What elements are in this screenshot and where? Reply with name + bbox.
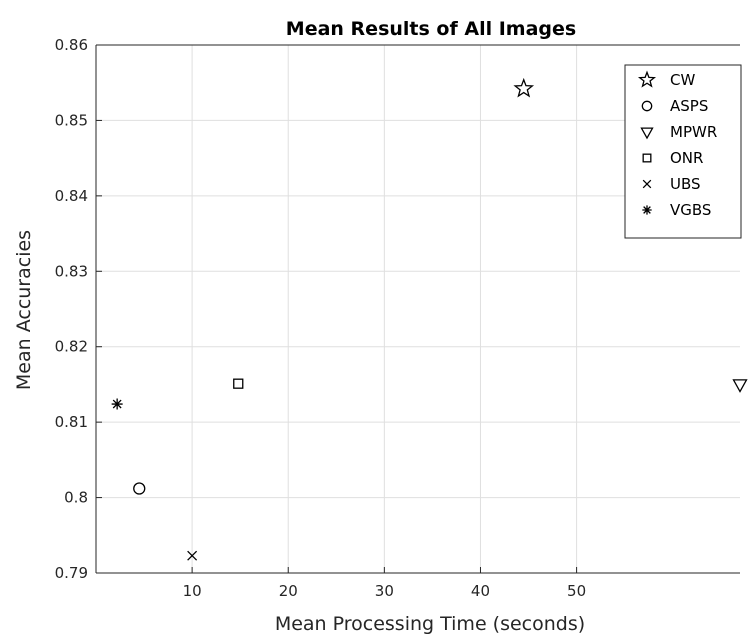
- asterisk-marker: [642, 205, 652, 215]
- legend-label-ubs: UBS: [670, 175, 701, 193]
- legend-symbol-mpwr: [640, 127, 654, 140]
- triangle-down-marker: [732, 379, 748, 393]
- y-axis-label: Mean Accuracies: [13, 230, 35, 390]
- y-tick-label: 0.84: [55, 187, 88, 205]
- x-marker: [642, 179, 652, 189]
- data-point-onr: [233, 378, 244, 389]
- x-tick-label: 20: [279, 582, 298, 600]
- circle-marker: [641, 100, 653, 112]
- triangle-down-marker: [640, 127, 654, 140]
- y-tick-label: 0.81: [55, 413, 88, 431]
- star-marker: [637, 70, 657, 88]
- legend-symbol-vgbs: [642, 205, 652, 215]
- x-tick-label: 10: [183, 582, 202, 600]
- y-tick-label: 0.86: [55, 36, 88, 54]
- square-marker: [642, 153, 652, 163]
- x-tick-label: 40: [471, 582, 490, 600]
- legend-label-vgbs: VGBS: [670, 201, 711, 219]
- chart-title: Mean Results of All Images: [286, 18, 576, 40]
- data-point-asps: [133, 482, 146, 495]
- y-tick-label: 0.85: [55, 111, 88, 129]
- tick-labels: 10 20 30 40 50 0.79 0.8 0.81 0.82 0.83 0.84 0.85 0.8…: [55, 36, 587, 600]
- data-point-cw: [513, 77, 535, 98]
- legend: CW ASPS MPWR ONR UBS VGBS: [624, 64, 742, 239]
- star-marker: [513, 77, 535, 98]
- legend-symbol-ubs: [642, 179, 652, 189]
- ticks: [96, 44, 578, 574]
- y-tick-label: 0.82: [55, 338, 88, 356]
- legend-label-cw: CW: [670, 71, 695, 89]
- legend-label-asps: ASPS: [670, 97, 708, 115]
- y-tick-label: 0.79: [55, 564, 88, 582]
- y-tick-label: 0.83: [55, 262, 88, 280]
- square-marker: [233, 378, 244, 389]
- axes: [95, 44, 740, 574]
- legend-symbol-onr: [642, 153, 652, 163]
- asterisk-marker: [111, 398, 123, 410]
- legend-label-mpwr: MPWR: [670, 123, 717, 141]
- legend-symbol-asps: [641, 100, 653, 112]
- x-tick-label: 30: [375, 582, 394, 600]
- data-point-mpwr: [732, 379, 748, 393]
- data-point-ubs: [187, 550, 198, 561]
- legend-box: [624, 64, 742, 239]
- legend-label-onr: ONR: [670, 149, 703, 167]
- x-marker: [187, 550, 198, 561]
- x-axis-label: Mean Processing Time (seconds): [275, 613, 585, 635]
- legend-symbol-cw: [637, 70, 657, 88]
- x-tick-label: 50: [567, 582, 586, 600]
- data-point-vgbs: [111, 398, 123, 410]
- y-tick-label: 0.8: [64, 489, 88, 507]
- circle-marker: [133, 482, 146, 495]
- markers: [111, 77, 748, 561]
